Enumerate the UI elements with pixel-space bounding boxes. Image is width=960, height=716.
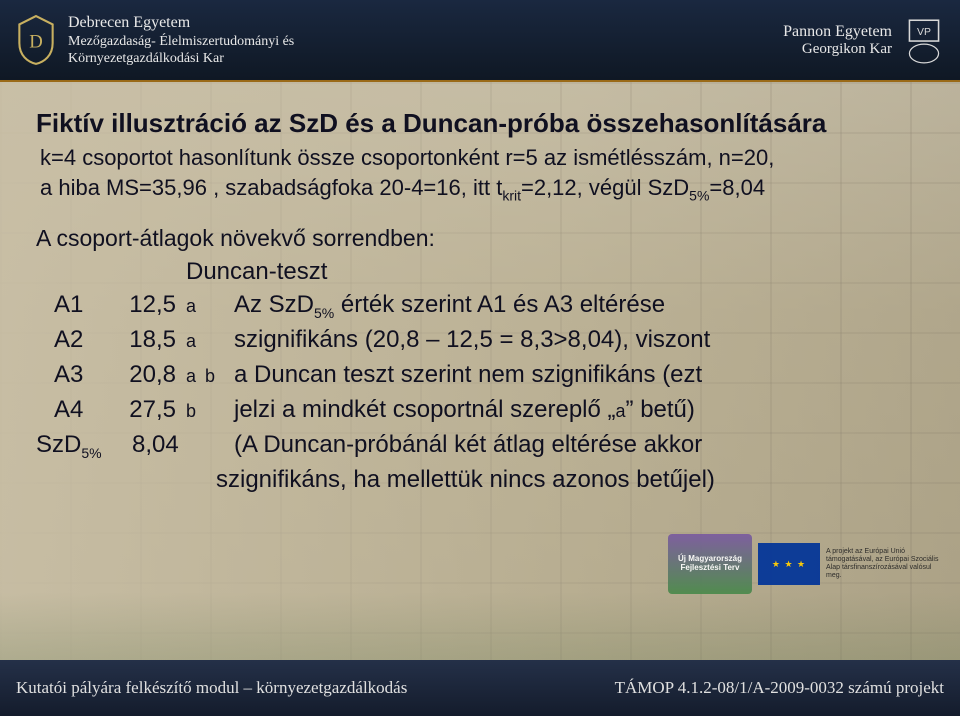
cell-marker: b xyxy=(186,394,234,424)
note-b: ” betű) xyxy=(626,396,695,423)
right-uni-name: Pannon Egyetem xyxy=(783,23,892,41)
szd-label: SzD5% xyxy=(36,428,132,463)
sub2-c: =8,04 xyxy=(709,175,765,200)
cell-value: 12,5 xyxy=(114,288,186,323)
cell-value: 20,8 xyxy=(114,358,186,393)
cell-note: jelzi a mindkét csoportnál szereplő „a” … xyxy=(234,393,924,428)
debrecen-logo-icon: D xyxy=(14,14,58,66)
cell-note: Az SzD5% érték szerint A1 és A3 eltérése xyxy=(234,288,924,323)
szd-note: (A Duncan-próbánál két átlag eltérése ak… xyxy=(234,428,924,463)
cell-group: A3 xyxy=(36,358,114,393)
cell-marker: a xyxy=(186,324,234,354)
slide-content: Fiktív illusztráció az SzD és a Duncan-p… xyxy=(0,82,960,662)
pannon-logo-icon: VP xyxy=(902,14,946,66)
left-fac-1: Mezőgazdaság- Élelmiszertudományi és xyxy=(68,33,294,51)
cell-note: a Duncan teszt szerint nem szignifikáns … xyxy=(234,358,924,393)
note-small: a xyxy=(616,401,626,421)
sub2-sub1: krit xyxy=(502,187,521,203)
result-table: A1 12,5 a Az SzD5% érték szerint A1 és A… xyxy=(36,288,924,497)
cell-marker: a b xyxy=(186,359,234,389)
slide-sub-1: k=4 csoportot hasonlítunk össze csoporto… xyxy=(36,145,924,171)
cell-group: A4 xyxy=(36,393,114,428)
cell-marker: a xyxy=(186,289,234,319)
header-right-text: Pannon Egyetem Georgikon Kar xyxy=(783,23,892,58)
eu-funding-block: Új Magyarország Fejlesztési Terv A proje… xyxy=(668,528,948,600)
slide-title: Fiktív illusztráció az SzD és a Duncan-p… xyxy=(36,108,924,139)
header-left: D Debrecen Egyetem Mezőgazdaság- Élelmis… xyxy=(14,13,294,68)
slide-footer: Kutatói pályára felkészítő modul – körny… xyxy=(0,660,960,716)
section-heading: A csoport-átlagok növekvő sorrendben: xyxy=(36,225,924,252)
cell-note: szignifikáns (20,8 – 12,5 = 8,3>8,04), v… xyxy=(234,323,924,358)
szd-sub: 5% xyxy=(81,445,101,461)
sub2-a: a hiba MS=35,96 , szabadságfoka 20-4=16,… xyxy=(40,175,502,200)
svg-text:VP: VP xyxy=(917,27,931,38)
left-fac-2: Környezetgazdálkodási Kar xyxy=(68,50,294,68)
slide-header: D Debrecen Egyetem Mezőgazdaság- Élelmis… xyxy=(0,0,960,80)
sub2-sub2: 5% xyxy=(689,187,709,203)
eu-flag-icon xyxy=(758,543,820,585)
szd-value: 8,04 xyxy=(132,428,186,463)
footer-right: TÁMOP 4.1.2-08/1/A-2009-0032 számú proje… xyxy=(615,678,944,698)
left-uni-name: Debrecen Egyetem xyxy=(68,13,294,33)
table-row-szd2: szignifikáns, ha mellettük nincs azonos … xyxy=(36,463,924,498)
szd-spacer xyxy=(186,448,234,452)
szd-note2: szignifikáns, ha mellettük nincs azonos … xyxy=(216,463,924,498)
sub2-b: =2,12, végül SzD xyxy=(521,175,689,200)
szd-a: SzD xyxy=(36,431,81,458)
note-a: jelzi a mindkét csoportnál szereplő „ xyxy=(234,396,616,423)
cell-value: 18,5 xyxy=(114,323,186,358)
table-row: A4 27,5 b jelzi a mindkét csoportnál sze… xyxy=(36,393,924,428)
cell-group: A2 xyxy=(36,323,114,358)
note-b: érték szerint A1 és A3 eltérése xyxy=(334,291,665,318)
spacer xyxy=(168,483,216,487)
note-sub: 5% xyxy=(314,305,334,321)
header-right: Pannon Egyetem Georgikon Kar VP xyxy=(783,14,946,66)
slide-sub-2: a hiba MS=35,96 , szabadságfoka 20-4=16,… xyxy=(36,175,924,203)
cell-group: A1 xyxy=(36,288,114,323)
umft-l2: Fejlesztési Terv xyxy=(681,564,740,573)
svg-text:D: D xyxy=(29,31,43,52)
note-a: Az SzD xyxy=(234,291,314,318)
table-row: A1 12,5 a Az SzD5% érték szerint A1 és A… xyxy=(36,288,924,323)
cell-value: 27,5 xyxy=(114,393,186,428)
duncan-label: Duncan-teszt xyxy=(186,258,924,286)
header-left-text: Debrecen Egyetem Mezőgazdaság- Élelmisze… xyxy=(68,13,294,68)
table-row-szd: SzD5% 8,04 (A Duncan-próbánál két átlag … xyxy=(36,428,924,463)
slide-body: Fiktív illusztráció az SzD és a Duncan-p… xyxy=(0,82,960,662)
table-row: A2 18,5 a szignifikáns (20,8 – 12,5 = 8,… xyxy=(36,323,924,358)
eu-caption: A projekt az Európai Unió támogatásával,… xyxy=(826,548,946,580)
table-row: A3 20,8 a b a Duncan teszt szerint nem s… xyxy=(36,358,924,393)
right-fac: Georgikon Kar xyxy=(783,41,892,58)
umft-logo-icon: Új Magyarország Fejlesztési Terv xyxy=(668,534,752,594)
footer-left: Kutatói pályára felkészítő modul – körny… xyxy=(16,678,407,698)
